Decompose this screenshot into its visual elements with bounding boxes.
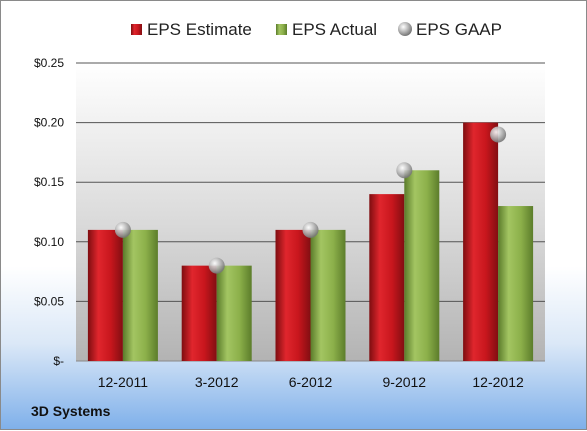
bar-eps-actual [310,229,346,361]
bar-eps-estimate [181,265,217,361]
gaap-markers [114,126,507,274]
marker-eps-gaap [396,162,413,179]
bar-eps-estimate [87,229,123,361]
x-tick-label: 3-2012 [195,374,239,390]
bar-eps-actual [122,229,158,361]
bar-eps-actual [216,265,252,361]
legend-swatch-eps-actual [276,24,287,35]
bar-eps-estimate [275,229,311,361]
x-tick-label: 12-2011 [98,374,149,390]
marker-eps-gaap [490,126,507,143]
y-tick-label: $0.25 [34,56,64,70]
marker-eps-gaap [208,257,225,274]
legend-label-eps-actual: EPS Actual [292,20,377,39]
y-tick-label: $0.05 [34,294,64,308]
y-tick-label: $- [53,354,64,368]
y-axis: $0.25 $0.20 $0.15 $0.10 $0.05 $- [34,56,64,368]
bar-eps-estimate [369,194,405,361]
marker-eps-gaap [114,221,131,238]
y-tick-label: $0.20 [34,116,64,130]
y-tick-label: $0.15 [34,175,64,189]
bar-eps-estimate [463,122,499,361]
x-tick-label: 12-2012 [472,374,524,390]
x-tick-label: 6-2012 [289,374,333,390]
y-tick-label: $0.10 [34,235,64,249]
legend: EPS Estimate EPS Actual EPS GAAP [131,20,502,39]
x-axis: 12-2011 3-2012 6-2012 9-2012 12-2012 [98,374,524,390]
legend-label-eps-estimate: EPS Estimate [147,20,252,39]
marker-eps-gaap [302,221,319,238]
legend-swatch-eps-gaap [398,22,412,36]
x-tick-label: 9-2012 [383,374,427,390]
company-name: 3D Systems [31,403,111,419]
legend-label-eps-gaap: EPS GAAP [416,20,502,39]
bar-eps-actual [498,206,534,361]
bars [87,122,534,361]
legend-swatch-eps-estimate [131,24,142,35]
bar-eps-actual [404,170,440,361]
